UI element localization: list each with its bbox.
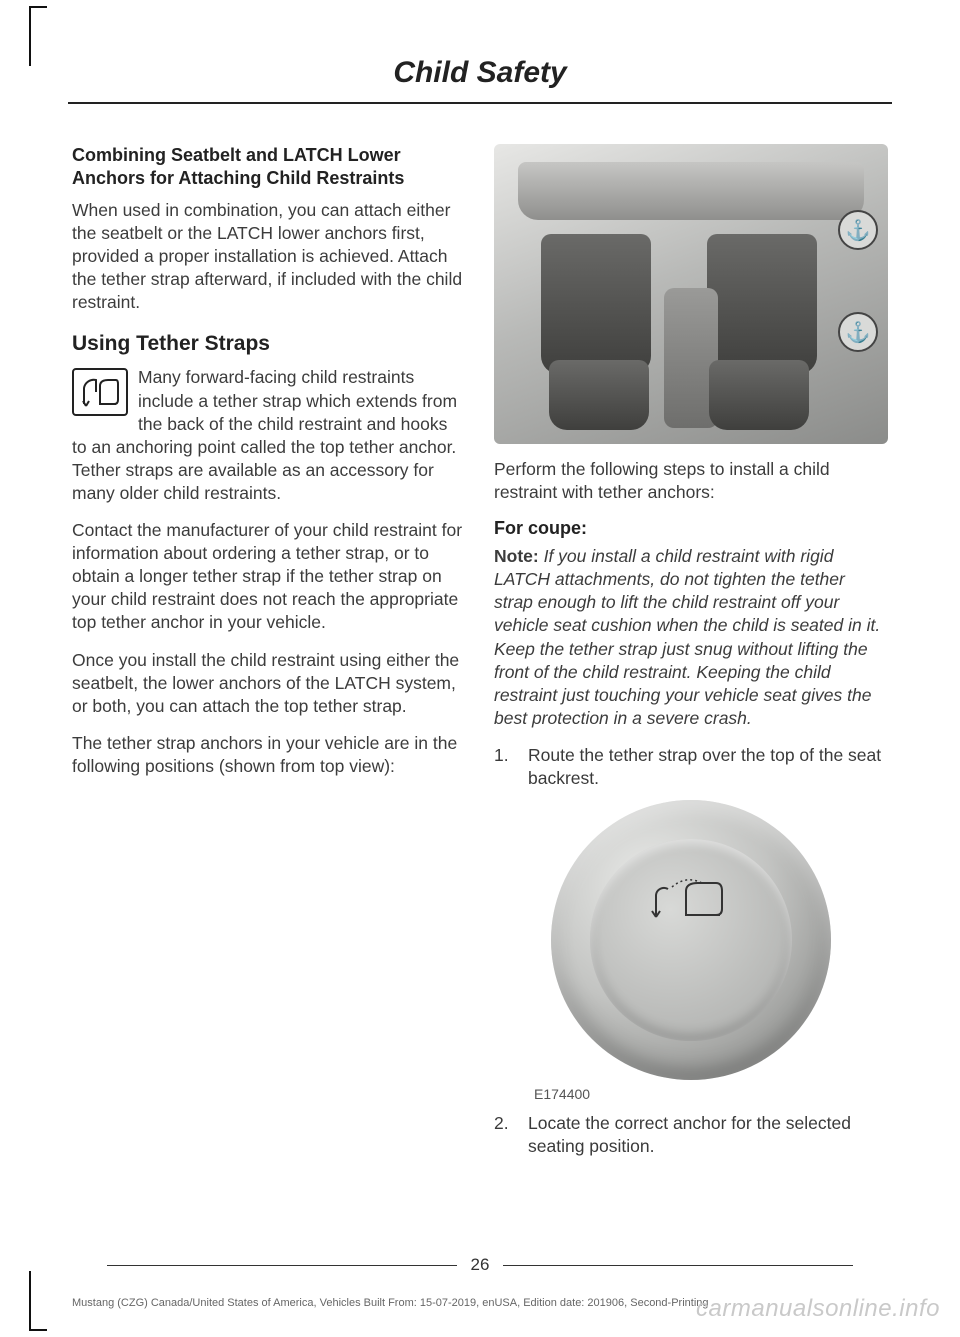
- figure-label: E174400: [534, 1086, 888, 1102]
- watermark: carmanualsonline.info: [696, 1295, 940, 1323]
- figure-tether-cap: [551, 800, 831, 1080]
- page-number: 26: [0, 1255, 960, 1275]
- note-label: Note:: [494, 546, 539, 566]
- page-crop-mark-bottom: [29, 1271, 47, 1331]
- right-column: ⚓ ⚓ Perform the following steps to insta…: [494, 144, 888, 1168]
- footer-text: Mustang (CZG) Canada/United States of Am…: [72, 1297, 709, 1309]
- para-positions: The tether strap anchors in your vehicle…: [72, 732, 466, 778]
- tether-icon: [72, 368, 128, 416]
- heading-for-coupe: For coupe:: [494, 518, 888, 539]
- tether-glyph-icon: [646, 867, 736, 935]
- step-1-number: 1.: [494, 744, 514, 790]
- figure-top-view: ⚓ ⚓: [494, 144, 888, 444]
- para-combining: When used in combination, you can attach…: [72, 199, 466, 314]
- para-tether-intro: Many forward-facing child restraints inc…: [72, 366, 466, 505]
- para-contact-mfr: Contact the manufacturer of your child r…: [72, 519, 466, 634]
- content-columns: Combining Seatbelt and LATCH Lower Ancho…: [0, 104, 960, 1168]
- note-paragraph: Note: If you install a child restraint w…: [494, 545, 888, 730]
- chapter-title: Child Safety: [68, 0, 892, 104]
- heading-combining: Combining Seatbelt and LATCH Lower Ancho…: [72, 144, 466, 189]
- page-crop-mark-top: [29, 6, 47, 66]
- step-2-number: 2.: [494, 1112, 514, 1158]
- step-2-text: Locate the correct anchor for the select…: [528, 1112, 888, 1158]
- para-once-install: Once you install the child restraint usi…: [72, 649, 466, 718]
- left-column: Combining Seatbelt and LATCH Lower Ancho…: [72, 144, 466, 1168]
- step-2: 2. Locate the correct anchor for the sel…: [494, 1112, 888, 1158]
- tether-anchor-icon: ⚓: [838, 312, 878, 352]
- para-perform-steps: Perform the following steps to install a…: [494, 458, 888, 504]
- heading-tether-straps: Using Tether Straps: [72, 332, 466, 356]
- step-1: 1. Route the tether strap over the top o…: [494, 744, 888, 790]
- step-1-text: Route the tether strap over the top of t…: [528, 744, 888, 790]
- tether-anchor-icon: ⚓: [838, 210, 878, 250]
- note-text: If you install a child restraint with ri…: [494, 546, 880, 728]
